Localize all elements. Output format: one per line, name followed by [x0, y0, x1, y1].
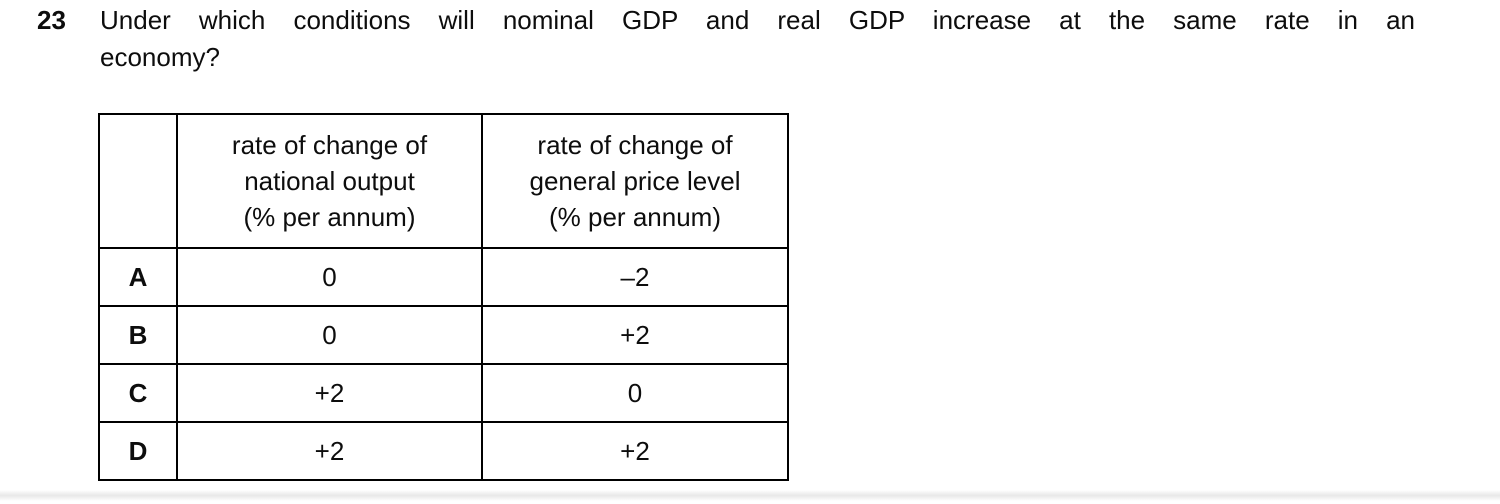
price-value-cell: 0: [481, 363, 789, 423]
question-number: 23: [37, 5, 66, 35]
price-value-cell: +2: [481, 421, 789, 481]
options-table: rate of change of national output (% per…: [98, 113, 789, 481]
header-general-price-level: rate of change of general price level (%…: [481, 113, 789, 249]
table-header-row: rate of change of national output (% per…: [98, 113, 789, 249]
output-value-cell: 0: [176, 305, 483, 365]
question-text-line: economy?: [100, 42, 220, 72]
output-value-cell: +2: [176, 363, 483, 423]
output-value-cell: 0: [176, 247, 483, 307]
table-row: D +2 +2: [98, 421, 789, 481]
header-national-output: rate of change of national output (% per…: [176, 113, 483, 249]
table-row: B 0 +2: [98, 305, 789, 365]
question-text-line: Under which conditions will nominal GDP …: [100, 5, 1415, 35]
price-value-cell: –2: [481, 247, 789, 307]
output-value-cell: +2: [176, 421, 483, 481]
scan-artifact: [0, 490, 1500, 501]
header-blank-cell: [98, 113, 178, 249]
question-text: Under which conditions will nominal GDP …: [100, 2, 1415, 76]
price-value-cell: +2: [481, 305, 789, 365]
option-letter-cell: C: [98, 363, 178, 423]
table-row: C +2 0: [98, 363, 789, 423]
option-letter-cell: D: [98, 421, 178, 481]
option-letter-cell: B: [98, 305, 178, 365]
table-row: A 0 –2: [98, 247, 789, 307]
option-letter-cell: A: [98, 247, 178, 307]
